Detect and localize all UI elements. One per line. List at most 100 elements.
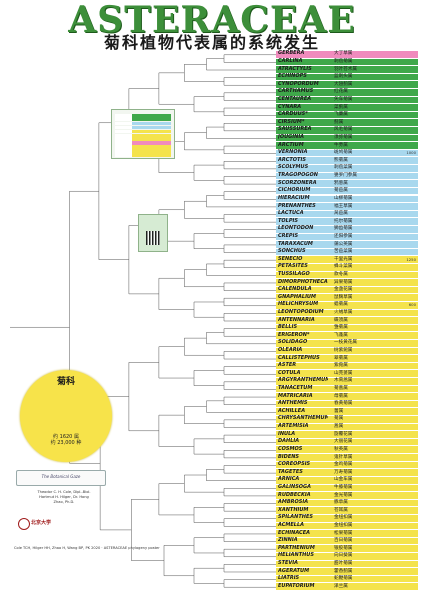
genus-name: AGERATUM (278, 567, 310, 574)
genus-name: MATRICARIA (278, 392, 313, 399)
genus-row: BELLIS 雏菊属 (276, 324, 418, 333)
genus-name: CHRYSANTHEMUM (278, 415, 328, 422)
genus-row: GNAPHALIUM 鼠麴草属 (276, 294, 418, 302)
genus-name: JOUGINIA (278, 134, 305, 141)
genus-name: TOLPIS (278, 217, 298, 224)
genus-row: TAGETES 万寿菊属 (276, 469, 418, 477)
genus-chinese-name: 蓝刺头属 (334, 74, 353, 80)
genus-row: ACHILLEA 蓍属 (276, 407, 418, 417)
genus-name: RUDBECKIA (278, 491, 311, 498)
inset-row (115, 125, 171, 130)
genus-name: ANTENNARIA (278, 316, 315, 323)
genus-row: COREOPSIS 金鸡菊属 (276, 461, 418, 470)
genus-row: LEONTOPODIUM 火绒草属 (276, 309, 418, 318)
circle-stats: 约 1620 属 约 23,000 种 (20, 434, 112, 446)
genus-name: HELIANTHUS (278, 552, 314, 559)
genus-row: PARTHENIUM 银胶菊属 (276, 545, 418, 553)
genus-name: BELLIS (278, 324, 298, 331)
inset-row (115, 121, 171, 126)
genus-chinese-name: 一枝黄花属 (334, 340, 357, 346)
genus-chinese-name: 金光菊属 (334, 492, 353, 498)
species-count: 约 23,000 种 (50, 440, 82, 446)
genus-row: CALENDULA 金盏花属 (276, 286, 418, 295)
genus-chinese-name: 蜂斗菜属 (334, 264, 353, 270)
genus-chinese-name: 蛇鞭菊属 (334, 576, 353, 582)
genus-name: ARNICA (278, 476, 300, 483)
genus-chinese-name: 甜叶菊属 (334, 560, 353, 566)
genus-chinese-name: 大丽花属 (334, 439, 353, 445)
genus-name: ASTER (278, 362, 297, 369)
genus-name: ACHILLEA (278, 407, 306, 414)
genus-row: SPILANTHES 金纽扣属 (276, 514, 418, 523)
genus-name: XANTHIUM (278, 506, 309, 513)
genus-chinese-name: 金纽扣属 (334, 515, 353, 521)
genus-row: JOUGINIA 须弥菊属 (276, 134, 418, 143)
genus-row: DIMORPHOTHECA 异果菊属 (276, 279, 418, 287)
genus-name: ATRACTYLIS (278, 65, 312, 72)
genus-name: PRENANTHES (278, 202, 316, 209)
genus-row: HELICHRYSUM 蜡菊属 600 (276, 301, 418, 310)
info-circle: 菊科 约 1620 属 约 23,000 种 (20, 370, 112, 462)
genus-name: HELICHRYSUM (278, 301, 319, 308)
genus-count: 约 1620 属 (53, 434, 79, 440)
genus-row: GERBERA 大丁草属 (276, 50, 418, 59)
genus-name: OLEARIA (278, 347, 303, 354)
inset-row (115, 114, 171, 118)
genus-name: DIMORPHOTHECA (278, 278, 328, 285)
genus-row: TARAXACUM 蒲公英属 (276, 241, 418, 249)
genus-row: INULA 旋覆花属 (276, 431, 418, 439)
genus-chinese-name: 豚草属 (334, 500, 348, 506)
genus-chinese-name: 大丁草属 (334, 51, 353, 57)
genus-name: PARTHENIUM (278, 544, 315, 551)
genus-name: CALENDULA (278, 286, 312, 293)
inset-row (115, 153, 171, 157)
genus-name: SCORZONERA (278, 179, 317, 186)
genus-name: CREPIS (278, 232, 299, 239)
genus-row: MATRICARIA 母菊属 (276, 393, 418, 401)
genus-row: EUPATORIUM 泽兰属 (276, 583, 418, 591)
qr-code-icon[interactable] (146, 231, 160, 245)
genus-name: CENTAUREA (278, 96, 312, 103)
genus-chinese-name: 苦苣菜属 (334, 249, 353, 255)
genus-row: ARGYRANTHEMUM 木茼蒿属 (276, 377, 418, 386)
inset-row (115, 137, 171, 141)
genus-chinese-name: 春黄菊属 (334, 401, 353, 407)
genus-chinese-name: 熊菊属 (334, 157, 348, 163)
genus-row: ARNICA 山金车属 (276, 476, 418, 485)
genus-row: LEONTODON 狮齿菊属 (276, 225, 418, 234)
genus-name: TRAGOPOGON (278, 172, 318, 179)
genus-chinese-name: 紫菀属 (334, 363, 348, 369)
genus-chinese-name: 菊属 (334, 416, 344, 422)
genus-name: GERBERA (278, 50, 305, 57)
genus-name: TAGETES (278, 468, 303, 475)
genus-chinese-name: 莴苣属 (334, 211, 348, 217)
genus-chinese-name: 万寿菊属 (334, 469, 353, 475)
genus-chinese-name: 鼠麴草属 (334, 294, 353, 300)
genus-row: HIERACIUM 山柳菊属 (276, 195, 418, 204)
genus-chinese-name: 飞廉属 (334, 112, 348, 118)
genus-name: ACMELLA (278, 521, 305, 528)
qr-panel (138, 214, 168, 252)
genus-name: CYNOPORDUM (278, 80, 319, 87)
genus-chinese-name: 藿香蓟属 (334, 568, 353, 574)
genus-name: CIRSIUM* (278, 118, 305, 125)
genus-chinese-name: 斑鸠菊属 (334, 150, 353, 156)
genus-chinese-name: 款冬属 (334, 271, 348, 277)
inset-row (115, 133, 171, 138)
genus-chinese-name: 婆罗门参属 (334, 173, 357, 179)
genus-chinese-name: 蒲公英属 (334, 241, 353, 247)
genus-chinese-name: 刺苞菊属 (334, 59, 353, 64)
genus-name: SPILANTHES (278, 514, 313, 521)
inset-row (115, 129, 171, 134)
genus-chinese-name: 鸦葱属 (334, 180, 348, 186)
genus-row: ERIGERON* 飞蓬属 (276, 332, 418, 340)
genus-row: XANTHIUM 苍耳属 (276, 507, 418, 515)
species-count: 1250 (406, 256, 416, 262)
genus-chinese-name: 羽叶苍术属 (334, 66, 357, 72)
genus-row: SAUSSUREA 风毛菊属 (276, 126, 418, 135)
genus-row: HELIANTHUS 向日葵属 (276, 552, 418, 561)
genus-chinese-name: 菊苣属 (334, 188, 348, 194)
genus-row: SONCHUS 苦苣菜属 (276, 248, 418, 257)
genus-chinese-name: 蓍属 (334, 408, 344, 414)
genus-name: CARTHAMUS (278, 88, 314, 95)
